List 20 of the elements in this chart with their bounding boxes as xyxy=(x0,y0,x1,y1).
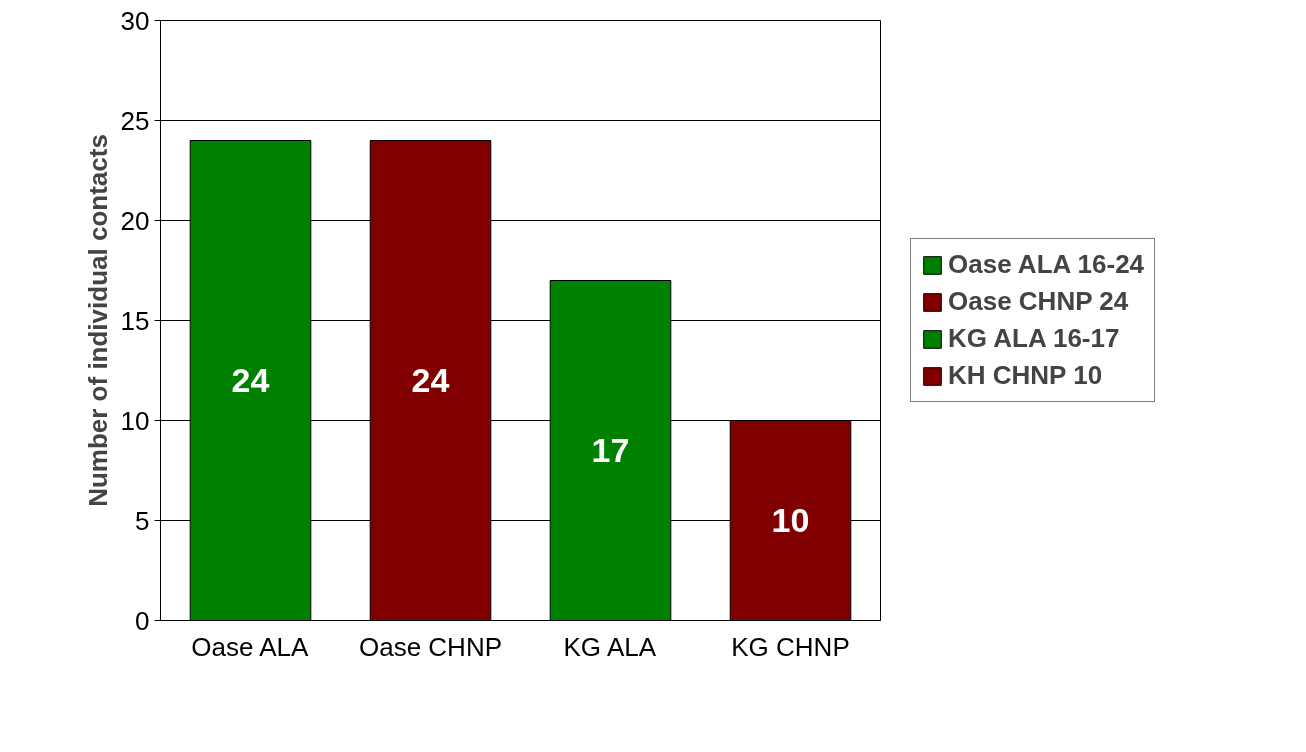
y-tick-label: 20 xyxy=(120,205,150,236)
y-tick-label: 10 xyxy=(120,405,150,436)
data-label: 10 xyxy=(771,501,810,539)
legend-label: KG ALA 16-17 xyxy=(948,323,1120,354)
y-tick-label: 0 xyxy=(135,605,150,636)
x-tick-label: KG ALA xyxy=(563,631,657,662)
y-tick-label: 15 xyxy=(120,305,150,336)
legend-label: KH CHNP 10 xyxy=(948,360,1103,391)
x-tick-label: Oase ALA xyxy=(191,631,309,662)
legend-label: Oase ALA 16-24 xyxy=(948,249,1145,280)
x-tick-label: KG CHNP xyxy=(731,631,850,662)
y-tick-label: 30 xyxy=(120,5,150,36)
y-axis-title: Number of individual contacts xyxy=(82,134,113,507)
data-label: 17 xyxy=(591,431,630,469)
legend-label: Oase CHNP 24 xyxy=(948,286,1129,317)
data-label: 24 xyxy=(411,361,450,399)
y-tick-label: 5 xyxy=(135,505,150,536)
y-tick-label: 25 xyxy=(120,105,150,136)
x-tick-label: Oase CHNP xyxy=(358,631,503,662)
data-label: 24 xyxy=(231,361,270,399)
